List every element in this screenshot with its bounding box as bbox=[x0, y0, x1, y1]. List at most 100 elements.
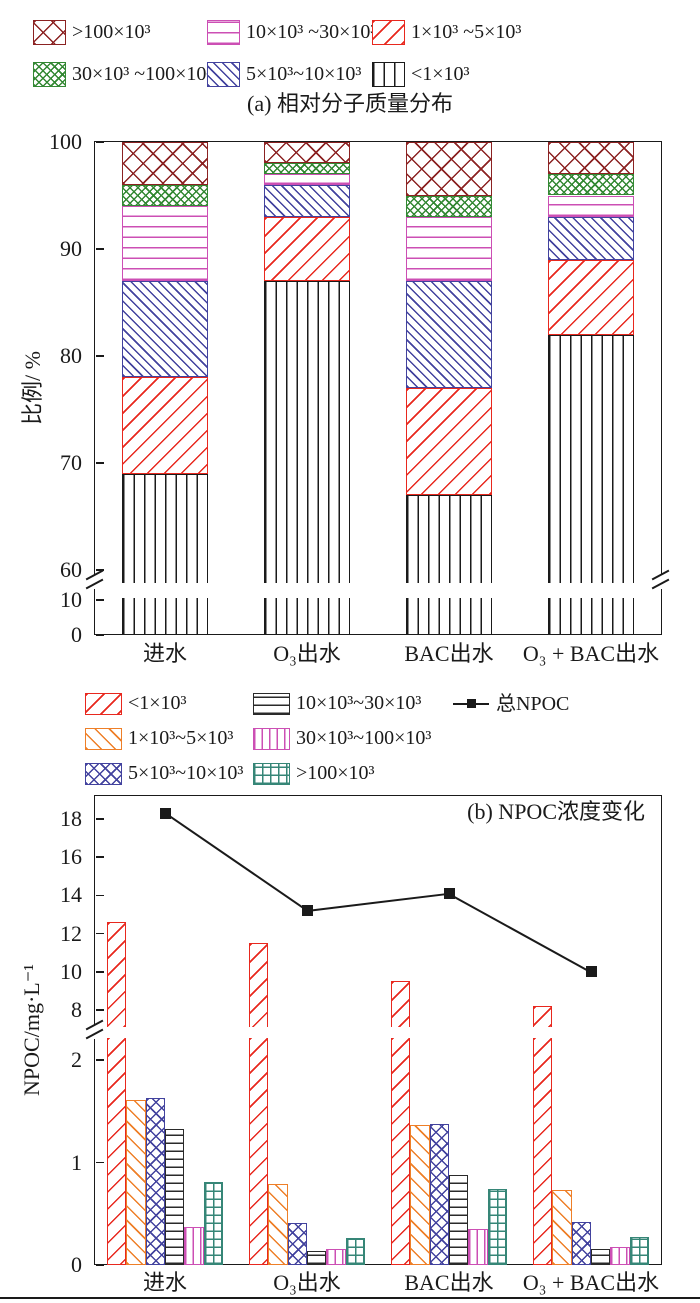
bar bbox=[126, 1099, 146, 1265]
bar bbox=[610, 1246, 630, 1265]
legend-label: 10×10³~30×10³ bbox=[296, 692, 422, 714]
bar bbox=[468, 1229, 488, 1265]
npoc-legend-marker bbox=[466, 699, 476, 708]
bar-segment bbox=[122, 184, 208, 207]
legend-swatch bbox=[85, 763, 122, 785]
bar bbox=[345, 1238, 365, 1265]
bar bbox=[487, 1189, 507, 1265]
legend-swatch bbox=[33, 62, 66, 87]
panel-a-plot-frame bbox=[94, 141, 662, 635]
legend-label: >100×10³ bbox=[296, 762, 375, 784]
bar bbox=[429, 1123, 449, 1265]
category-label: 进水 bbox=[142, 1270, 187, 1295]
category-label: O₃出水 bbox=[273, 1270, 341, 1295]
bar bbox=[184, 1227, 204, 1265]
legend-swatch bbox=[207, 20, 240, 45]
legend-swatch bbox=[253, 693, 290, 715]
y-tick bbox=[95, 932, 104, 935]
legend-swatch bbox=[253, 728, 290, 750]
bar bbox=[268, 1184, 288, 1265]
y-tick bbox=[95, 141, 104, 143]
legend-label: 30×10³~100×10³ bbox=[296, 727, 432, 749]
bar-upper-part bbox=[391, 981, 411, 1027]
legend-label: 1×10³ ~5×10³ bbox=[411, 21, 522, 43]
y-tick-label: 70 bbox=[60, 450, 82, 475]
panel-a-y-axis-label: 比例/ % bbox=[20, 351, 45, 425]
bar-segment-stub bbox=[406, 598, 492, 635]
y-tick-label: 18 bbox=[60, 806, 82, 831]
bar-segment bbox=[122, 142, 208, 185]
bar-segment bbox=[406, 216, 492, 282]
y-tick-label: 1 bbox=[71, 1149, 82, 1175]
legend-label: 1×10³~5×10³ bbox=[128, 727, 234, 749]
bottom-rule bbox=[0, 1297, 700, 1300]
legend-swatch bbox=[207, 62, 240, 87]
npoc-marker bbox=[443, 887, 455, 899]
legend-swatch bbox=[372, 20, 405, 45]
y-tick bbox=[95, 970, 104, 973]
bar-lower-part bbox=[107, 1038, 127, 1265]
y-tick bbox=[95, 1009, 104, 1011]
bar-segment bbox=[264, 216, 350, 282]
bar bbox=[590, 1248, 611, 1265]
bar-upper-part bbox=[249, 943, 269, 1027]
legend-swatch bbox=[372, 62, 405, 87]
bar bbox=[164, 1128, 185, 1265]
y-tick bbox=[95, 856, 104, 858]
bar-segment bbox=[122, 473, 208, 583]
y-tick-label: 60 bbox=[60, 557, 82, 582]
legend-label: 5×10³~10×10³ bbox=[246, 63, 362, 85]
panel-a-title: (a) 相对分子质量分布 bbox=[247, 91, 453, 116]
y-tick-label: 12 bbox=[60, 920, 82, 946]
npoc-marker bbox=[585, 966, 597, 978]
y-tick bbox=[95, 1161, 104, 1164]
y-tick-label: 10 bbox=[60, 958, 82, 984]
bar-segment bbox=[122, 281, 208, 378]
legend-label: <1×10³ bbox=[128, 692, 187, 714]
bar-upper-part bbox=[107, 922, 127, 1027]
bar-segment bbox=[406, 142, 492, 196]
legend-label: 10×10³ ~30×10³ bbox=[246, 21, 377, 43]
bar-segment bbox=[406, 388, 492, 496]
bar-segment bbox=[122, 377, 208, 474]
y-tick bbox=[95, 1264, 104, 1266]
bar-segment bbox=[548, 174, 634, 196]
bar bbox=[629, 1237, 649, 1265]
y-tick bbox=[95, 462, 104, 464]
bar-segment bbox=[548, 216, 634, 260]
bar-lower-part bbox=[533, 1038, 553, 1265]
bar-segment bbox=[406, 495, 492, 583]
npoc-marker bbox=[301, 905, 313, 917]
y-tick-label: 16 bbox=[60, 844, 82, 870]
bar bbox=[326, 1248, 346, 1265]
category-label: O₃ + BAC出水 bbox=[522, 1270, 660, 1295]
y-tick bbox=[95, 634, 104, 636]
legend-label: 5×10³~10×10³ bbox=[128, 762, 244, 784]
bar bbox=[145, 1097, 165, 1265]
bar-segment bbox=[548, 259, 634, 335]
y-tick bbox=[95, 894, 104, 897]
category-label: BAC出水 bbox=[404, 641, 494, 666]
y-tick-label: 0 bbox=[71, 622, 82, 647]
category-label: 进水 bbox=[142, 641, 187, 666]
bar-segment bbox=[264, 174, 350, 185]
bar bbox=[287, 1222, 307, 1265]
y-tick bbox=[95, 599, 104, 601]
bar-segment bbox=[264, 163, 350, 175]
y-tick bbox=[95, 355, 104, 357]
y-tick-label: 80 bbox=[60, 343, 82, 368]
legend-swatch bbox=[253, 763, 290, 785]
bar-segment bbox=[264, 184, 350, 217]
category-label: O₃出水 bbox=[273, 641, 341, 666]
bar-segment bbox=[264, 142, 350, 164]
bar-lower-part bbox=[249, 1038, 269, 1265]
panel-b-title: (b) NPOC浓度变化 bbox=[467, 799, 645, 824]
category-label: BAC出水 bbox=[404, 1270, 494, 1295]
bar-lower-part bbox=[391, 1038, 411, 1265]
legend-label: 总NPOC bbox=[496, 693, 570, 715]
bar-segment-stub bbox=[122, 598, 208, 635]
bar-upper-part bbox=[533, 1006, 553, 1027]
legend-swatch bbox=[85, 693, 122, 715]
npoc-marker bbox=[159, 807, 171, 819]
